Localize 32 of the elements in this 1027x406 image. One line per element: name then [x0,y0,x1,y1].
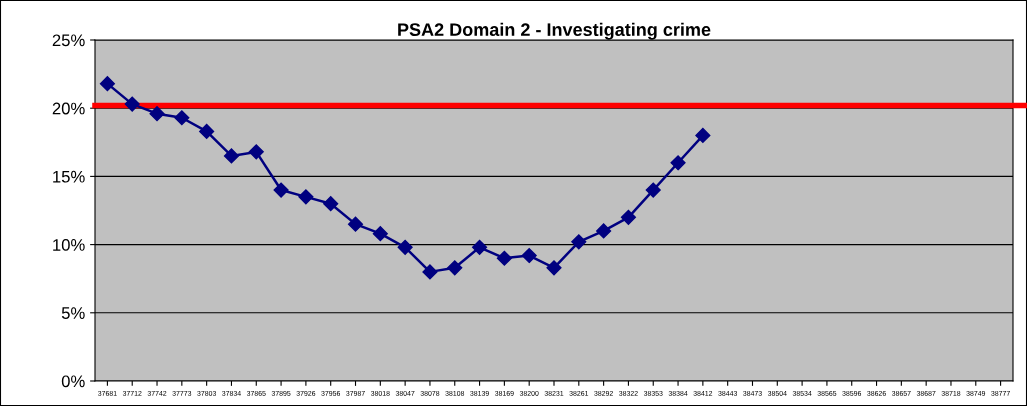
point [447,260,463,276]
point [298,189,314,205]
y-tick-label: 5% [61,307,85,319]
point [670,155,686,171]
y-tick-label: 20% [52,102,85,115]
point [248,144,264,160]
point [223,148,240,164]
point [521,247,537,264]
chart-title: PSA2 Domain 2 - Investigating crime [398,22,711,40]
y-tick-label: 25% [52,34,85,47]
point [124,96,140,112]
point [471,239,488,255]
point [347,216,364,232]
y-tick-label: 15% [53,170,85,183]
point [496,250,512,266]
point [422,264,438,280]
y-tick-label: 0% [61,375,85,388]
point [571,234,587,250]
point [596,223,612,239]
point [546,260,562,276]
point [323,196,339,212]
point [99,76,115,92]
point [199,123,215,139]
point [174,110,190,126]
point [620,209,637,225]
point [149,106,165,122]
y-tick-label: 10% [53,239,85,251]
point [695,127,711,144]
point [397,239,413,255]
point [645,182,661,198]
point [273,182,289,198]
point [372,226,388,242]
